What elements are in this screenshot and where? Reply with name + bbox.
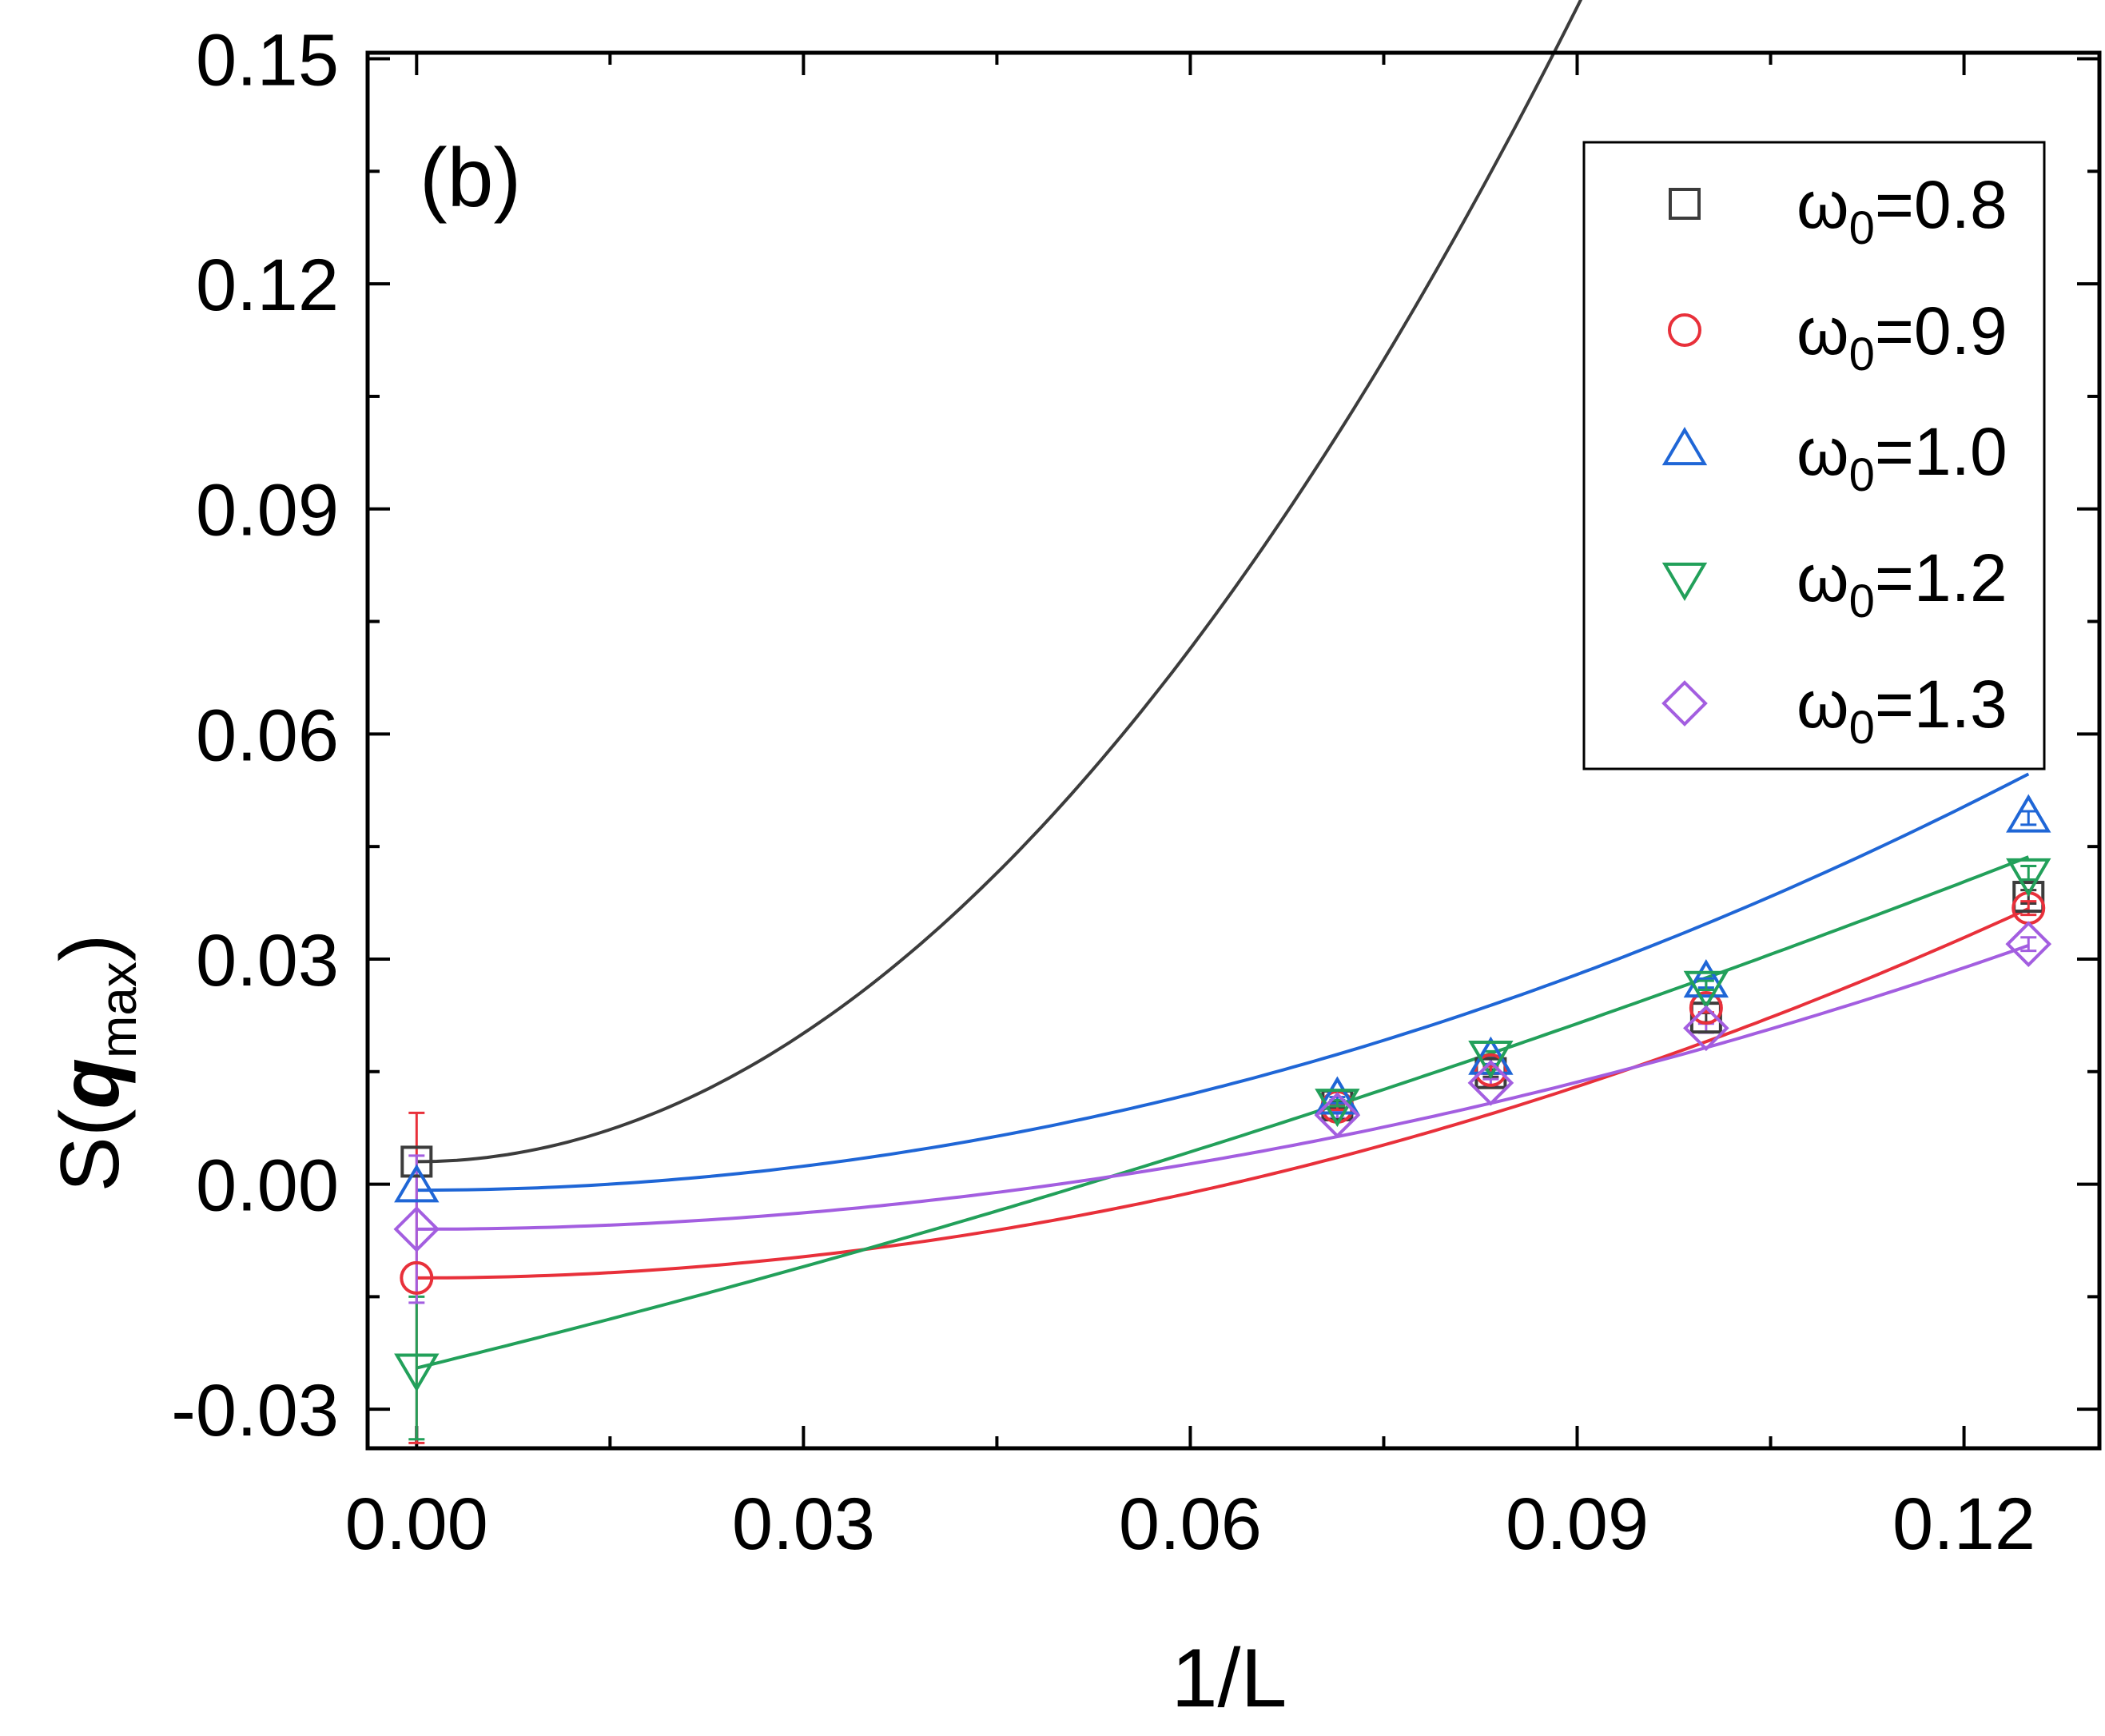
y-tick-label: 0.00	[196, 1145, 339, 1227]
legend: ω0=0.8ω0=0.9ω0=1.0ω0=1.2ω0=1.3	[1582, 141, 2046, 770]
data-point	[1467, 1060, 1514, 1106]
y-axis-title-prefix: S(	[44, 1109, 137, 1192]
fit-line	[416, 944, 2029, 1231]
x-tick-label: 0.09	[1506, 1483, 1649, 1565]
data-point	[2006, 858, 2051, 897]
x-tick-label: 0.06	[1119, 1483, 1262, 1565]
legend-label: ω0=1.0	[1797, 414, 2008, 501]
legend-value: =1.3	[1875, 667, 2008, 742]
y-axis-title-subscript: max	[90, 962, 147, 1058]
fit-line	[416, 907, 2030, 1280]
data-point	[1315, 1089, 1360, 1128]
legend-symbol: ω	[1797, 414, 1849, 489]
legend-symbol: ω	[1797, 540, 1849, 615]
legend-symbol: ω	[1797, 293, 1849, 368]
x-tick-label: 0.03	[732, 1483, 875, 1565]
y-tick-label: 0.06	[196, 695, 339, 776]
legend-marker	[1669, 188, 1701, 220]
fit-line	[416, 855, 2030, 1370]
data-point	[394, 1353, 440, 1392]
fit-lines-layer	[416, 0, 2030, 1370]
y-axis-title-symbol: q	[44, 1058, 137, 1109]
x-axis-title: 1/L	[1172, 1632, 1287, 1725]
data-point	[400, 1260, 434, 1295]
data-point	[1683, 959, 1729, 998]
data-point	[393, 1206, 440, 1252]
data-point	[1689, 990, 1723, 1025]
y-tick-label: 0.09	[196, 470, 339, 551]
legend-box	[1582, 141, 2046, 770]
x-tick-label: 0.00	[345, 1483, 488, 1565]
data-point	[400, 1145, 433, 1178]
legend-marker	[1661, 562, 1708, 601]
y-axis-title-suffix: )	[44, 934, 137, 962]
fit-line	[416, 772, 2030, 1193]
legend-label: ω0=1.3	[1797, 667, 2008, 754]
data-point	[1474, 1053, 1508, 1087]
data-point	[2012, 881, 2045, 914]
legend-value: =1.2	[1875, 540, 2008, 615]
data-point	[1314, 1092, 1361, 1139]
y-tick-label: 0.15	[196, 20, 339, 102]
legend-subscript: 0	[1849, 449, 1875, 501]
legend-label: ω0=1.2	[1797, 540, 2008, 627]
data-point	[1468, 1040, 1514, 1080]
legend-value: =0.9	[1875, 293, 2008, 368]
legend-marker	[1661, 427, 1708, 466]
legend-symbol: ω	[1797, 167, 1849, 242]
data-point	[1315, 1076, 1360, 1115]
y-axis-title: S(qmax)	[44, 934, 147, 1192]
data-point	[1683, 970, 1729, 1009]
y-tick-label: 0.12	[196, 245, 339, 326]
legend-value: =1.0	[1875, 414, 2008, 489]
legend-label: ω0=0.8	[1797, 167, 2008, 254]
x-tick-label: 0.12	[1892, 1483, 2035, 1565]
y-tick-label: -0.03	[171, 1370, 339, 1451]
legend-marker	[1661, 680, 1708, 727]
data-point	[2005, 921, 2052, 968]
error-bars-layer	[408, 810, 2037, 1444]
legend-subscript: 0	[1849, 202, 1875, 254]
markers-layer	[393, 794, 2052, 1392]
panel-label: (b)	[420, 132, 521, 225]
fit-line	[416, 0, 1583, 1164]
legend-subscript: 0	[1849, 702, 1875, 754]
plot-frame	[365, 50, 2102, 1451]
data-point	[1683, 1005, 1729, 1052]
legend-subscript: 0	[1849, 575, 1875, 627]
legend-symbol: ω	[1797, 667, 1849, 742]
data-point	[394, 1164, 440, 1203]
y-tick-label: 0.03	[196, 920, 339, 1001]
legend-subscript: 0	[1849, 328, 1875, 380]
legend-marker	[1668, 313, 1701, 347]
legend-value: =0.8	[1875, 167, 2008, 242]
data-point	[2006, 794, 2051, 833]
legend-label: ω0=0.9	[1797, 293, 2008, 380]
tick-labels-layer: 0.00 0.03 0.06 0.09 0.12-0.030.000.030.060.0…	[171, 20, 2035, 1565]
